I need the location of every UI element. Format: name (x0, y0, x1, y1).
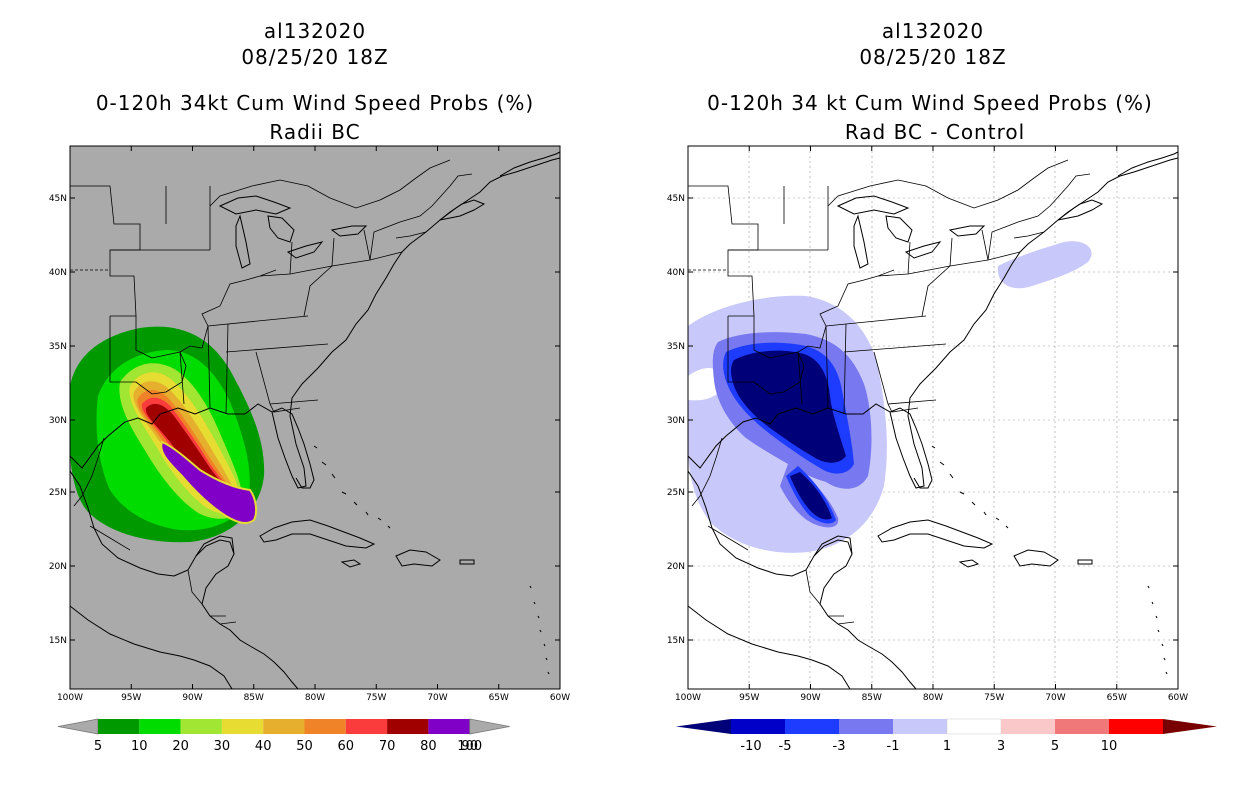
right-lat-label: 45N (667, 194, 685, 204)
right-lon-label: 85W (862, 693, 882, 703)
left-colorbar-label: 10 (131, 739, 148, 754)
left-lon-label: 80W (305, 693, 325, 703)
right-colorbar-label: -10 (740, 739, 761, 754)
left-colorbar-label: 100 (457, 739, 482, 754)
right-colorbar-swatch (1001, 719, 1055, 734)
left-lat-label: 20N (49, 562, 67, 572)
left-lat-label: 15N (49, 636, 67, 646)
left-colorbar-swatch (387, 719, 429, 734)
right-lon-label: 70W (1045, 693, 1065, 703)
right-colorbar-label: -5 (779, 739, 792, 754)
right-lon-label: 100W (675, 693, 701, 703)
left-title: 0-120h 34kt Cum Wind Speed Probs (%) (95, 91, 535, 115)
right-title: 0-120h 34 kt Cum Wind Speed Probs (%) (707, 91, 1153, 115)
right-lat-label: 25N (667, 488, 685, 498)
left-colorbar-label: 90 (461, 739, 478, 754)
left-lon-label: 100W (57, 693, 83, 703)
right-colorbar-swatch (785, 719, 839, 734)
right-map-panel (687, 145, 1179, 690)
right-lat-label: 30N (667, 416, 685, 426)
right-lon-label: 60W (1168, 693, 1188, 703)
left-colorbar-label: 60 (338, 739, 355, 754)
left-colorbar-swatch (98, 719, 140, 734)
right-colorbar-label: -1 (887, 739, 900, 754)
right-diff-minus-1b (997, 241, 1092, 289)
right-storm-id: al132020 (881, 19, 985, 43)
left-colorbar-swatch (180, 719, 222, 734)
left-lon-label: 95W (121, 693, 141, 703)
right-colorbar-swatch (946, 718, 1002, 735)
right-lon-label: 65W (1107, 693, 1127, 703)
left-lon-label: 85W (244, 693, 264, 703)
left-colorbar-label: 20 (172, 739, 189, 754)
right-colorbar-low-end (676, 719, 731, 734)
right-lat-label: 35N (667, 342, 685, 352)
right-lon-label: 90W (800, 693, 820, 703)
left-colorbar-label: 40 (255, 739, 272, 754)
left-colorbar-label: 70 (379, 739, 396, 754)
left-lat-label: 35N (49, 342, 67, 352)
right-colorbar-label: 1 (943, 739, 951, 754)
right-colorbar-label: -3 (833, 739, 846, 754)
right-colorbar-swatch (893, 719, 947, 734)
right-lon-label: 75W (984, 693, 1004, 703)
right-lat-label: 20N (667, 562, 685, 572)
left-colorbar-swatch (263, 719, 305, 734)
left-lat-label: 40N (49, 268, 67, 278)
right-colorbar-swatch (1055, 719, 1109, 734)
right-lat-label: 15N (667, 636, 685, 646)
left-lat-label: 25N (49, 488, 67, 498)
right-colorbar-high-end (1163, 719, 1217, 734)
right-colorbar-swatch (1109, 719, 1163, 734)
right-colorbar-label: 10 (1101, 739, 1118, 754)
left-subtitle: Radii BC (269, 120, 361, 144)
left-lat-label: 30N (49, 416, 67, 426)
left-map-panel (69, 145, 561, 690)
left-colorbar-swatch (345, 719, 388, 734)
left-colorbar-label: 50 (296, 739, 313, 754)
right-colorbar-swatch (731, 719, 785, 734)
left-colorbar-label: 5 (94, 739, 102, 754)
right-lon-label: 95W (739, 693, 759, 703)
left-colorbar-swatch (428, 719, 470, 734)
right-colorbar-label: 5 (1051, 739, 1059, 754)
left-colorbar-label: 80 (420, 739, 437, 754)
left-colorbar-low-end (57, 718, 99, 735)
right-lat-label: 40N (667, 268, 685, 278)
left-colorbar-high-end (469, 718, 510, 735)
left-prob-90 (160, 440, 258, 524)
left-storm-id: al132020 (263, 19, 367, 43)
left-colorbar-swatch (139, 719, 181, 734)
right-subtitle: Rad BC - Control (844, 120, 1026, 144)
left-colorbar-swatch (221, 719, 264, 734)
left-lon-label: 70W (427, 693, 447, 703)
left-lon-label: 75W (366, 693, 386, 703)
right-colorbar-label: 3 (997, 739, 1005, 754)
left-probability-field (70, 326, 265, 543)
right-datetime: 08/25/20 18Z (859, 45, 1007, 69)
left-colorbar-swatch (304, 719, 346, 734)
right-diff-minus-10b (790, 472, 832, 520)
right-lon-label: 80W (923, 693, 943, 703)
right-diff-minus-10 (731, 350, 846, 463)
left-lon-label: 60W (550, 693, 570, 703)
left-lat-label: 45N (49, 194, 67, 204)
right-colorbar-swatch (839, 719, 893, 734)
left-lon-label: 65W (489, 693, 509, 703)
left-lon-label: 90W (182, 693, 202, 703)
left-colorbar-label: 30 (214, 739, 231, 754)
left-datetime: 08/25/20 18Z (241, 45, 389, 69)
right-difference-field (688, 241, 1092, 553)
